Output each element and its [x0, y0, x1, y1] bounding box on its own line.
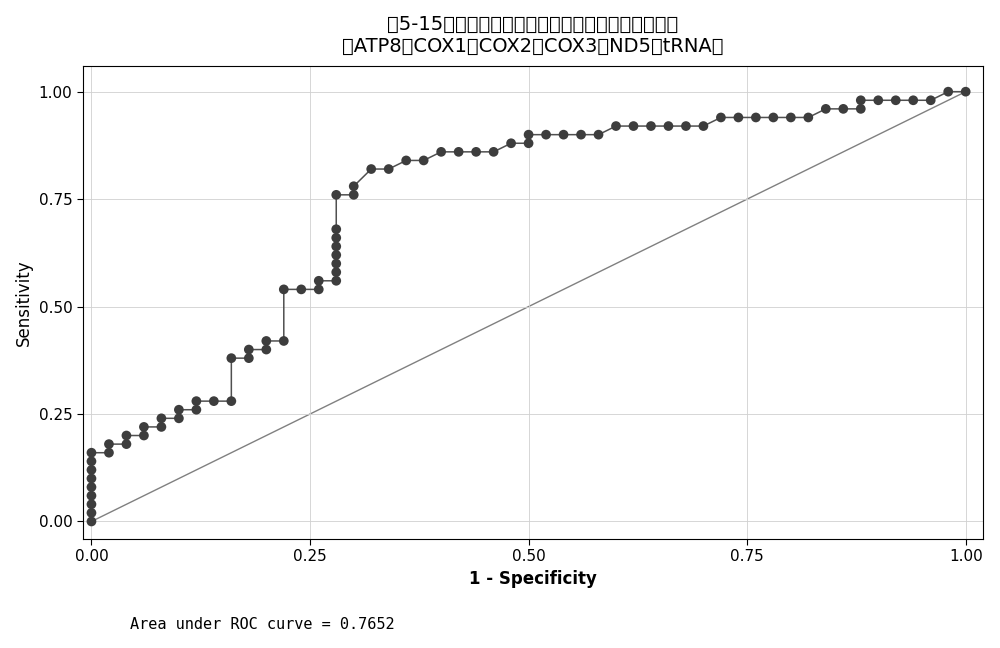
Point	[83, 507, 99, 518]
Point	[83, 448, 99, 458]
Point	[468, 146, 484, 157]
Point	[381, 164, 397, 174]
Point	[311, 275, 327, 286]
Point	[328, 275, 344, 286]
Point	[923, 95, 939, 106]
Point	[433, 146, 449, 157]
Point	[853, 104, 869, 114]
Point	[153, 413, 169, 424]
Point	[188, 404, 204, 415]
Point	[695, 121, 711, 132]
Point	[905, 95, 921, 106]
Point	[153, 422, 169, 432]
Point	[730, 112, 746, 122]
Point	[241, 353, 257, 364]
Point	[783, 112, 799, 122]
Text: Area under ROC curve = 0.7652: Area under ROC curve = 0.7652	[130, 617, 395, 632]
Point	[206, 396, 222, 406]
Y-axis label: Sensitivity: Sensitivity	[15, 259, 33, 345]
Point	[416, 156, 432, 166]
Point	[853, 95, 869, 106]
Point	[591, 130, 607, 140]
X-axis label: 1 - Specificity: 1 - Specificity	[469, 570, 597, 588]
Point	[398, 156, 414, 166]
Point	[328, 250, 344, 260]
Point	[83, 456, 99, 467]
Point	[748, 112, 764, 122]
Point	[765, 112, 781, 122]
Point	[258, 336, 274, 346]
Point	[660, 121, 676, 132]
Point	[538, 130, 554, 140]
Point	[101, 439, 117, 449]
Point	[293, 284, 309, 295]
Point	[83, 482, 99, 492]
Point	[328, 267, 344, 277]
Point	[328, 190, 344, 200]
Point	[328, 259, 344, 269]
Point	[118, 430, 134, 441]
Point	[486, 146, 502, 157]
Point	[363, 164, 379, 174]
Point	[800, 112, 816, 122]
Point	[136, 422, 152, 432]
Point	[608, 121, 624, 132]
Point	[83, 465, 99, 475]
Point	[818, 104, 834, 114]
Point	[311, 284, 327, 295]
Point	[678, 121, 694, 132]
Point	[573, 130, 589, 140]
Point	[171, 413, 187, 424]
Point	[101, 448, 117, 458]
Point	[521, 138, 537, 148]
Point	[83, 473, 99, 483]
Point	[556, 130, 572, 140]
Point	[118, 439, 134, 449]
Point	[835, 104, 851, 114]
Point	[870, 95, 886, 106]
Point	[223, 353, 239, 364]
Point	[328, 224, 344, 235]
Point	[83, 516, 99, 527]
Point	[83, 491, 99, 501]
Point	[188, 396, 204, 406]
Point	[136, 430, 152, 441]
Point	[521, 130, 537, 140]
Point	[241, 344, 257, 354]
Point	[713, 112, 729, 122]
Point	[625, 121, 641, 132]
Point	[451, 146, 467, 157]
Point	[276, 284, 292, 295]
Point	[643, 121, 659, 132]
Point	[346, 190, 362, 200]
Point	[888, 95, 904, 106]
Point	[83, 499, 99, 509]
Point	[171, 404, 187, 415]
Point	[223, 396, 239, 406]
Point	[940, 86, 956, 97]
Point	[328, 233, 344, 243]
Point	[258, 344, 274, 354]
Point	[346, 181, 362, 191]
Point	[276, 336, 292, 346]
Point	[503, 138, 519, 148]
Point	[328, 241, 344, 251]
Point	[958, 86, 974, 97]
Title: 孕5-15周血小板线粒体甲基化水平预测凝血功能异常
（ATP8、COX1、COX2、COX3、ND5、tRNA）: 孕5-15周血小板线粒体甲基化水平预测凝血功能异常 （ATP8、COX1、COX…	[342, 15, 724, 56]
